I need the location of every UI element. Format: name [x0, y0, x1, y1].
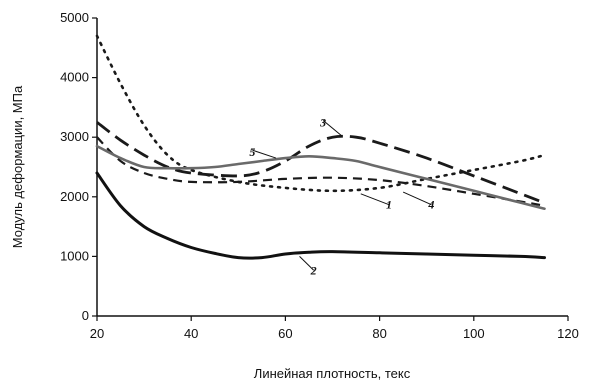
label-leader-1 — [360, 193, 390, 206]
curve-label-1: 1 — [386, 198, 392, 212]
series-line-4 — [96, 136, 545, 207]
y-tick-label: 1000 — [60, 248, 89, 263]
x-tick-label: 20 — [90, 326, 104, 341]
series-line-1 — [95, 34, 546, 193]
x-axis-title: Линейная плотность, текс — [254, 366, 411, 381]
series-line-3 — [96, 121, 545, 205]
curve-labels: 1 2 3 4 5 — [249, 115, 434, 277]
series-layer — [95, 34, 546, 260]
plot-area: 20 40 60 80 100 120 0 1000 2000 3000 4000 5000 1 2 3… — [60, 10, 579, 341]
y-ticks: 0 1000 2000 3000 4000 5000 — [60, 10, 97, 323]
label-leader-5 — [252, 149, 277, 159]
x-ticks: 20 40 60 80 100 120 — [90, 316, 579, 341]
y-tick-label: 4000 — [60, 70, 89, 85]
x-tick-label: 60 — [278, 326, 292, 341]
y-tick-label: 5000 — [60, 10, 89, 25]
x-tick-label: 40 — [184, 326, 198, 341]
label-leader-2 — [299, 256, 315, 271]
curve-label-4: 4 — [427, 198, 434, 212]
label-leader-4 — [402, 191, 432, 206]
curve-label-5: 5 — [249, 145, 255, 159]
curve-label-3: 3 — [319, 115, 326, 129]
x-tick-label: 100 — [463, 326, 485, 341]
x-tick-label: 80 — [372, 326, 386, 341]
label-leader-3 — [322, 119, 343, 137]
x-tick-label: 120 — [557, 326, 579, 341]
series-line-5 — [95, 144, 546, 210]
series-line-2 — [95, 171, 546, 260]
curve-label-2: 2 — [310, 263, 317, 277]
y-tick-label: 2000 — [60, 189, 89, 204]
y-axis-title: Модуль деформации, МПа — [10, 85, 25, 248]
y-tick-label: 3000 — [60, 129, 89, 144]
y-tick-label: 0 — [82, 308, 89, 323]
